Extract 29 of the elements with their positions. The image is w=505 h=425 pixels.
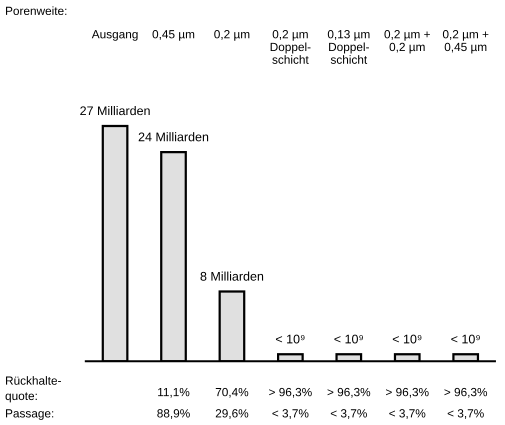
text: > 96,3%	[444, 388, 488, 398]
text: 11,1%	[158, 388, 190, 398]
text: < 3,7%	[448, 409, 484, 419]
x-tick-label: Ausgang	[92, 30, 138, 41]
text: Rückhalte- quote:	[6, 376, 61, 402]
text: > 96,3%	[269, 388, 312, 398]
text: < 3,7%	[389, 409, 426, 419]
text: > 96,3%	[386, 388, 429, 398]
data-label: < 10⁹	[334, 334, 363, 344]
text: Porenweite:	[6, 6, 66, 16]
x-tick-label: 0,2 µm Doppel- schicht	[270, 30, 311, 64]
text: Passage:	[6, 409, 54, 420]
x-tick-label: 0,45 µm	[152, 30, 194, 41]
data-label: 8 Milliarden	[200, 272, 264, 281]
x-tick-label: 0,2 µm	[214, 30, 250, 41]
text: 29,6%	[216, 409, 248, 419]
text: < 3,7%	[330, 409, 367, 419]
text: 70,4%	[216, 388, 248, 398]
data-label: < 10⁹	[451, 334, 480, 344]
x-tick-label: 0,2 µm + 0,2 µm	[384, 30, 430, 54]
data-label: 24 Milliarden	[138, 132, 208, 142]
x-tick-label: 0,13 µm Doppel- schicht	[328, 30, 370, 64]
data-label: < 10⁹	[276, 334, 305, 344]
x-tick-label: 0,2 µm + 0,45 µm	[442, 30, 488, 54]
text: > 96,3%	[328, 388, 370, 398]
text: < 3,7%	[272, 409, 308, 419]
text: 88,9%	[157, 409, 190, 419]
data-label: < 10⁹	[392, 334, 422, 344]
data-label: 27 Milliarden	[80, 106, 150, 116]
